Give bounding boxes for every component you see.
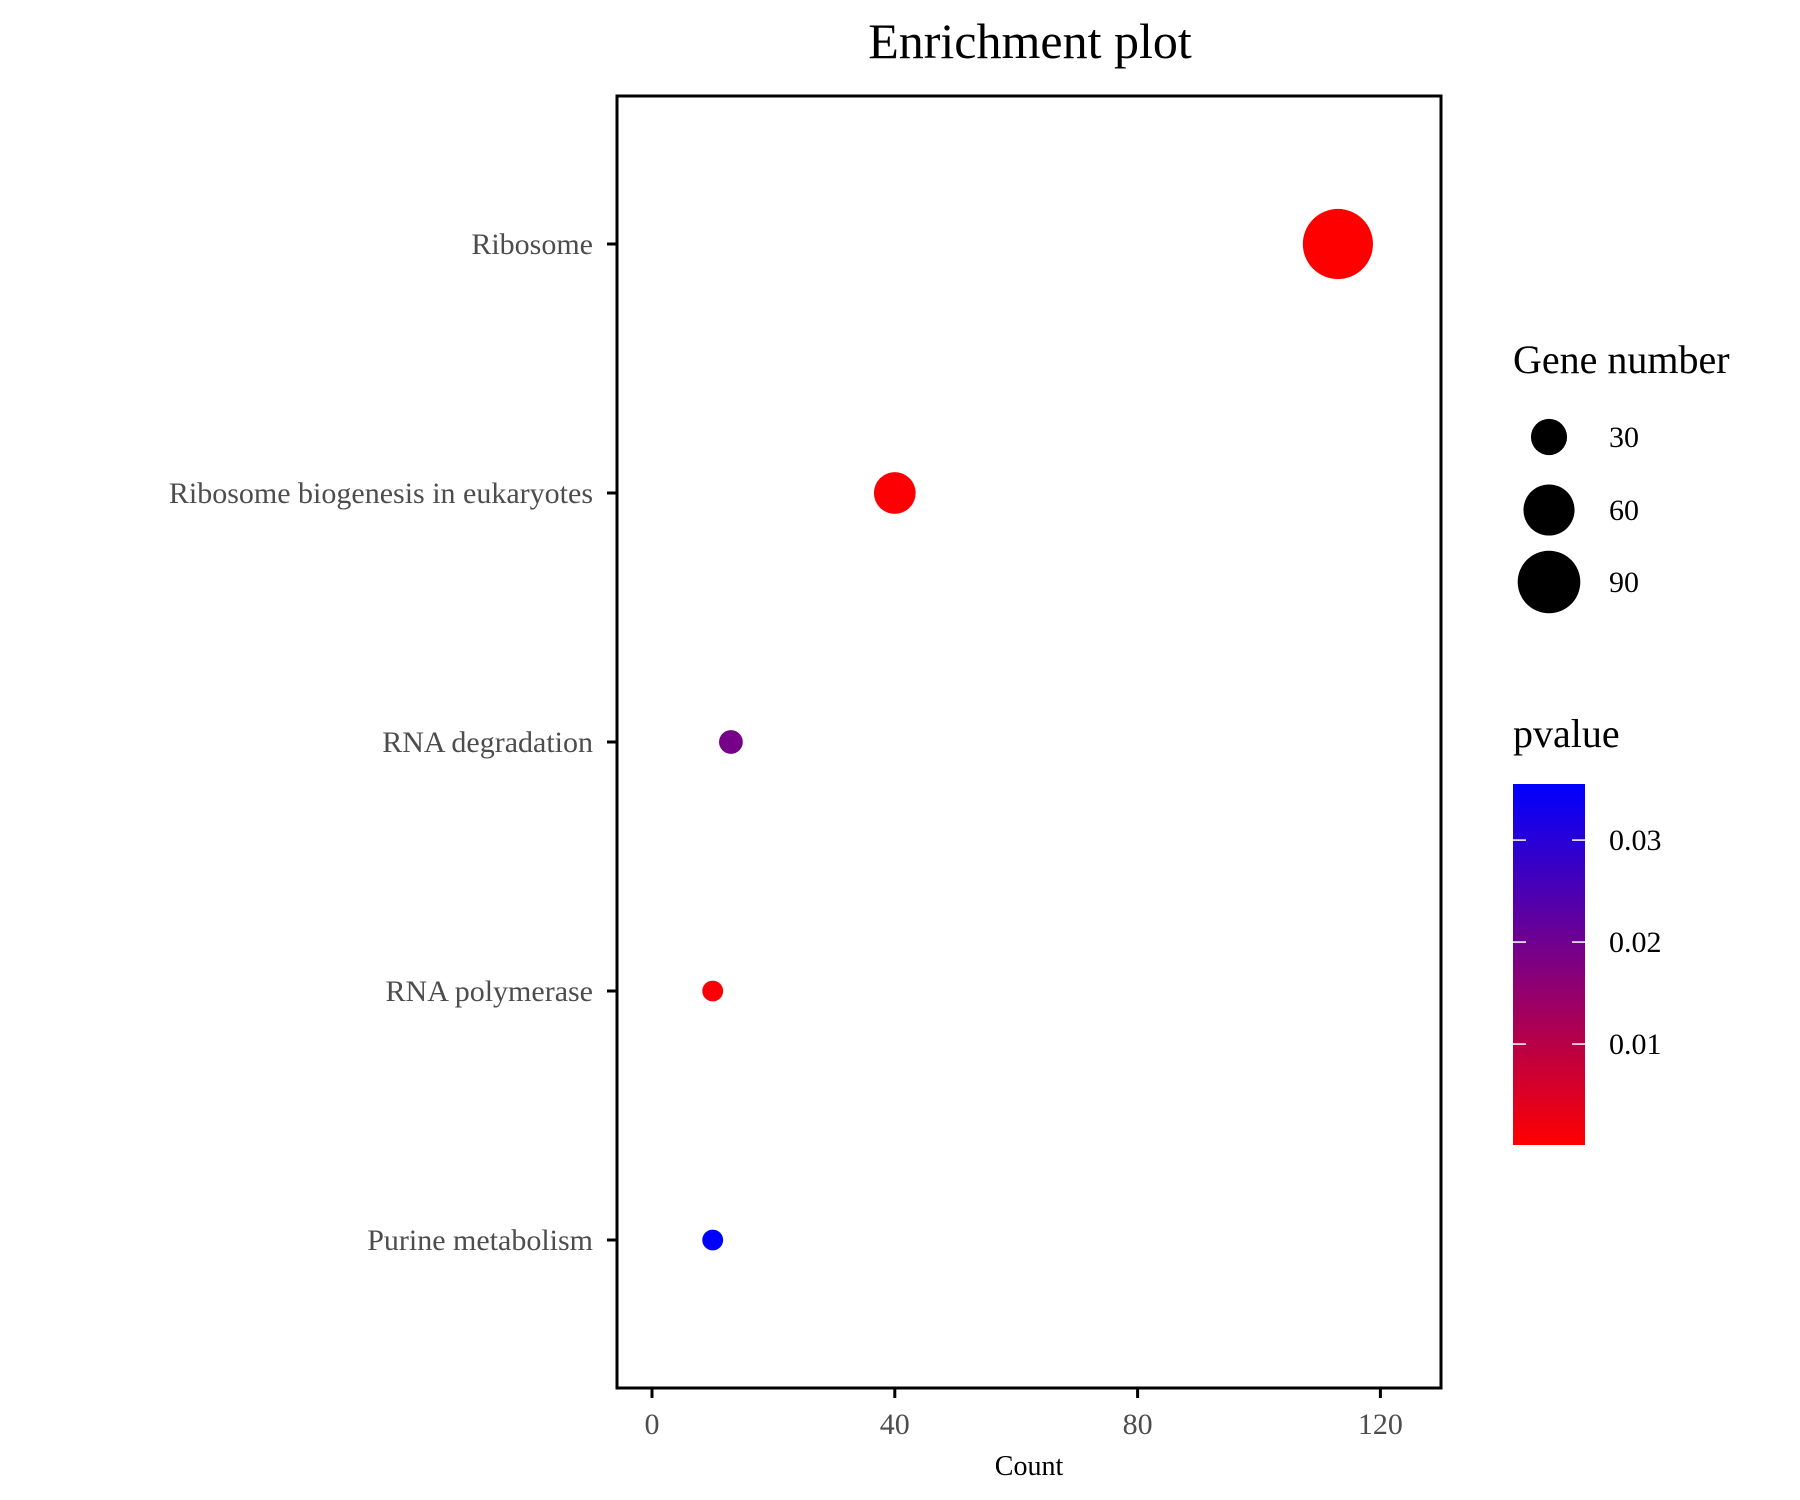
x-tick-label: 80 — [1123, 1408, 1153, 1441]
size-legend-key — [1517, 550, 1581, 614]
y-tick-label: RNA degradation — [382, 726, 593, 759]
size-legend-label: 30 — [1609, 421, 1639, 454]
data-points — [702, 208, 1373, 1251]
y-tick-label: Purine metabolism — [367, 1224, 593, 1257]
chart-title: Enrichment plot — [868, 13, 1192, 69]
data-point — [702, 980, 724, 1002]
y-tick-label: RNA polymerase — [386, 975, 593, 1008]
color-legend-label: 0.01 — [1609, 1028, 1662, 1061]
y-axis: Ribosome Ribosome biogenesis in eukaryote… — [169, 228, 617, 1257]
size-legend: Gene number 30 60 90 — [1513, 337, 1730, 614]
size-legend-title: Gene number — [1513, 337, 1730, 382]
data-point — [719, 730, 743, 754]
data-point — [702, 1229, 724, 1251]
size-legend-key — [1530, 418, 1568, 456]
x-axis: 0 40 80 120 — [645, 1388, 1403, 1441]
color-legend: pvalue 0.01 0.02 0.03 — [1513, 711, 1662, 1145]
x-tick-label: 40 — [880, 1408, 910, 1441]
y-tick-label: Ribosome — [471, 228, 593, 261]
x-tick-label: 120 — [1358, 1408, 1403, 1441]
color-legend-bar — [1513, 784, 1585, 1145]
color-legend-title: pvalue — [1513, 711, 1620, 756]
data-point — [1302, 208, 1373, 280]
y-tick-label: Ribosome biogenesis in eukaryotes — [169, 477, 593, 510]
color-legend-label: 0.02 — [1609, 926, 1662, 959]
data-point — [873, 472, 916, 514]
size-legend-label: 90 — [1609, 566, 1639, 599]
x-tick-label: 0 — [645, 1408, 660, 1441]
size-legend-label: 60 — [1609, 494, 1639, 527]
size-legend-key — [1523, 484, 1575, 536]
color-legend-label: 0.03 — [1609, 824, 1662, 857]
x-axis-label: Count — [995, 1451, 1064, 1482]
